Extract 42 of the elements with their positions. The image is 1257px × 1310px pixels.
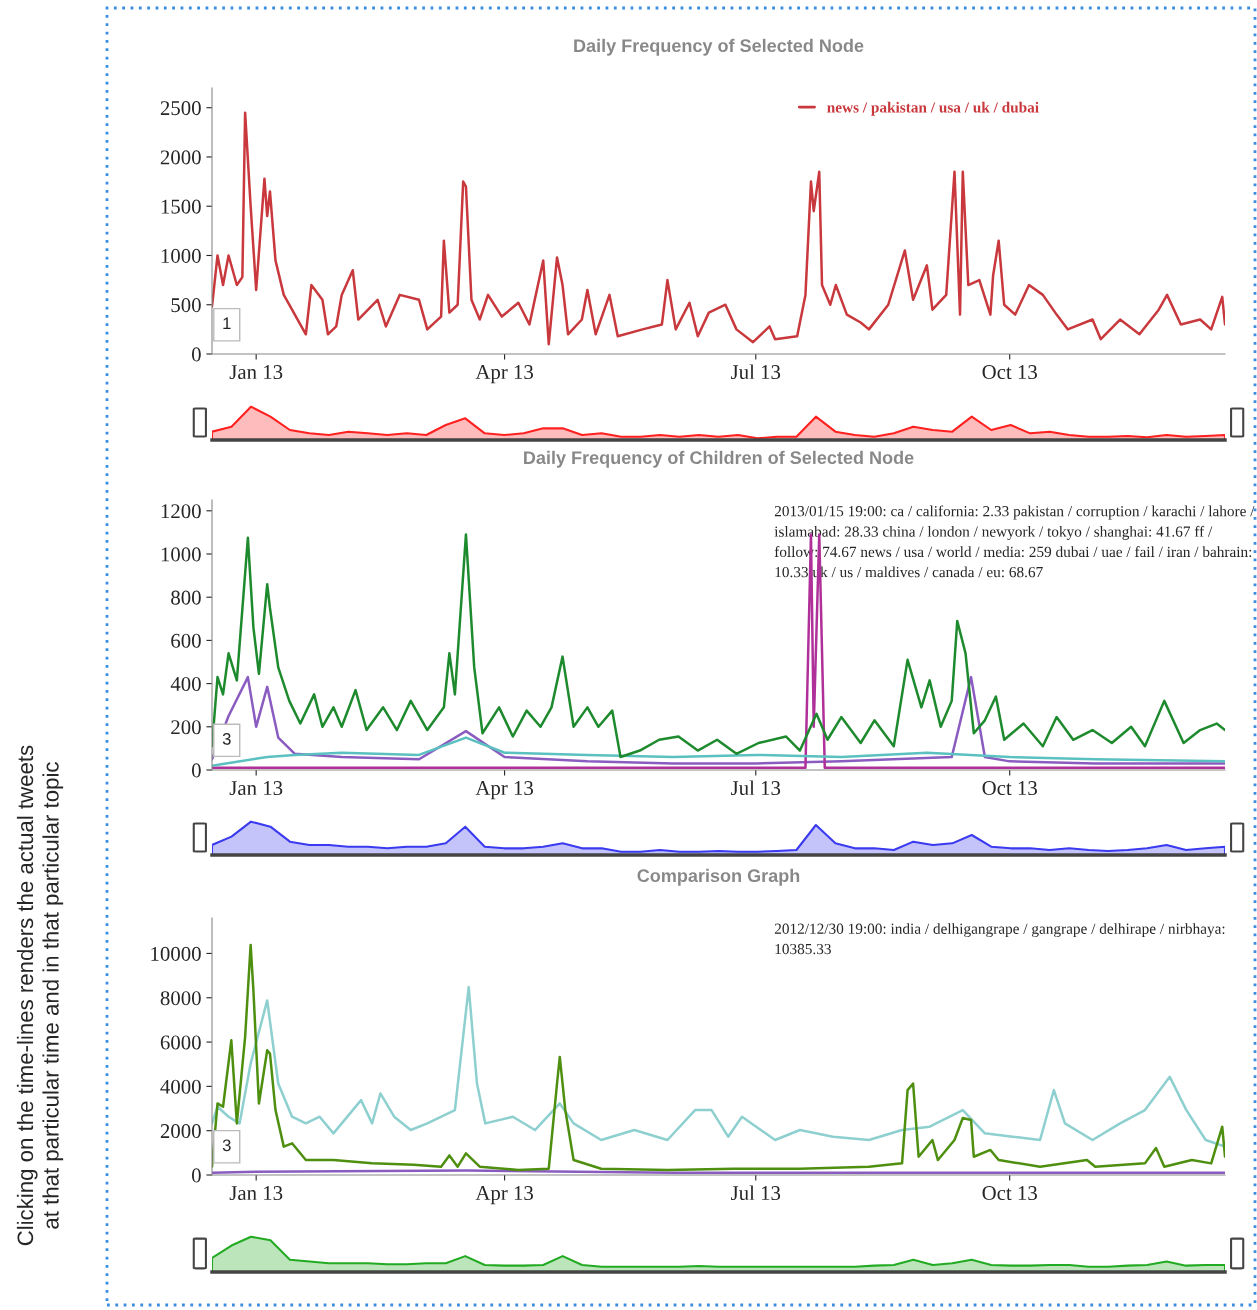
line-series	[212, 675, 1225, 765]
y-tick-label: 10000	[151, 946, 201, 961]
x-tick-label: Jan 13	[229, 1186, 283, 1201]
x-tick-label: Oct 13	[982, 781, 1037, 796]
x-tick-label: Oct 13	[982, 365, 1037, 380]
x-tick-label: Apr 13	[475, 1186, 533, 1205]
x-tick-label: Apr 13	[475, 365, 533, 384]
x-tick-label: Jan 13	[229, 365, 283, 380]
y-tick-label: 400	[170, 676, 201, 692]
y-tick-label: 200	[171, 720, 201, 735]
annotation: 3	[222, 732, 231, 745]
line-series	[212, 943, 1225, 1172]
annotation: 1	[223, 317, 231, 330]
x-tick-label: Oct 13	[982, 1186, 1037, 1201]
chart-title: Daily Frequency of Selected Node	[574, 38, 864, 56]
y-tick-label: 800	[171, 590, 201, 605]
x-tick-label: Jul 13	[731, 780, 781, 796]
x-tick-label: Apr 13	[475, 781, 533, 800]
y-tick-label: 0	[191, 763, 201, 778]
legend-label: news / pakistan / usa / uk / dubai	[827, 101, 1039, 116]
y-tick-label: 1200	[161, 504, 201, 519]
annotation: 3	[222, 1139, 231, 1152]
y-tick-label: 500	[171, 298, 201, 313]
y-tick-label: 4000	[160, 1079, 201, 1094]
chart-title: Daily Frequency of Children of Selected Node	[524, 450, 914, 468]
annotation: 2012/12/30 19:00: india / delhigangrape / gangrape / delhirape / nirbhaya: 10385.33	[774, 923, 1225, 955]
y-tick-label: 8000	[160, 991, 201, 1006]
y-tick-label: 0	[191, 1168, 201, 1183]
y-tick-label: 1000	[161, 547, 201, 562]
x-tick-label: Jan 13	[229, 781, 283, 796]
y-tick-label: 2000	[160, 150, 201, 165]
chart-title: Comparison Graph	[637, 868, 800, 886]
y-tick-label: 2000	[160, 1124, 201, 1139]
y-tick-label: 600	[171, 633, 201, 648]
x-tick-label: Jul 13	[731, 1185, 781, 1201]
y-tick-label: 6000	[160, 1035, 201, 1050]
y-tick-label: 1500	[161, 199, 201, 214]
x-tick-label: Jul 13	[731, 364, 781, 380]
y-tick-label: 0	[191, 347, 201, 362]
y-tick-label: 2500	[160, 101, 201, 116]
y-tick-label: 1000	[161, 248, 201, 263]
text: Clicking on the time-lines renders the actual tweets at that particular time and in that particular topic	[16, 745, 64, 1246]
